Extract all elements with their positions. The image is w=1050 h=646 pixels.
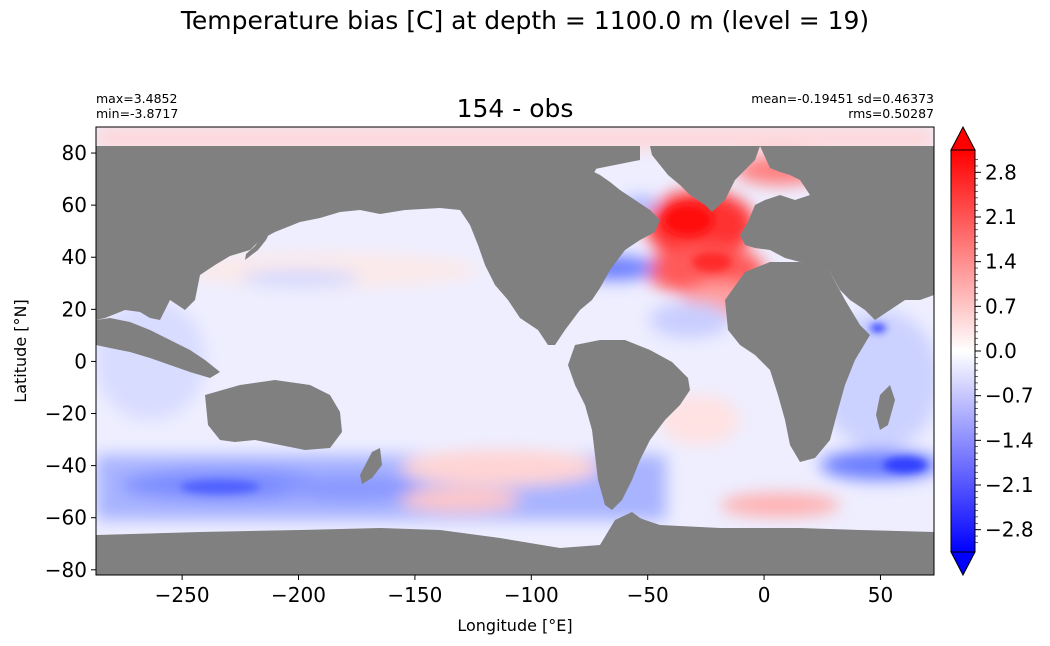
- land-japan: [245, 232, 270, 260]
- land-north-america: [405, 146, 660, 345]
- y-tick-label: −80: [45, 558, 87, 582]
- x-tick-label: −250: [155, 583, 210, 607]
- bias-patches: [96, 127, 934, 520]
- colorbar-tick-label: 0.0: [985, 339, 1017, 363]
- colorbar: −2.8 −2.1 −1.4 −0.7 0.0 0.7 1.4 2.1 2.8: [950, 125, 1034, 577]
- antarctic-circumpolar-warm: [400, 488, 520, 512]
- colorbar-extend-bottom: [950, 551, 976, 577]
- stat-max: max=3.4852: [96, 91, 178, 106]
- colorbar-tick-label: 0.7: [985, 294, 1017, 318]
- land-antarctica: [96, 515, 934, 575]
- y-tick-label: 20: [62, 297, 87, 321]
- colorbar-body: [950, 149, 976, 553]
- x-tick-label: −200: [271, 583, 326, 607]
- y-tick-label: 80: [62, 141, 87, 165]
- land-greenland: [650, 146, 760, 212]
- x-tick-label: −50: [627, 583, 669, 607]
- pacific-cold-core: [180, 480, 260, 494]
- y-tick-label: 60: [62, 193, 87, 217]
- x-tick-label: 0: [758, 583, 771, 607]
- land-masses: [96, 146, 934, 575]
- x-tick-label: −150: [387, 583, 442, 607]
- stat-min: min=-3.8717: [96, 106, 179, 121]
- x-axis-label: Longitude [°E]: [457, 616, 572, 635]
- axes-frame: [95, 126, 935, 576]
- south-indian-warm: [720, 493, 840, 517]
- land-africa: [725, 262, 870, 462]
- land-eurasia-east: [740, 146, 934, 320]
- south-atlantic-warm: [660, 395, 740, 445]
- tropical-atlantic-cold: [650, 302, 730, 338]
- irminger-hot-core: [663, 204, 713, 236]
- y-tick-label: 0: [74, 349, 87, 373]
- y-tick-label: −20: [45, 402, 87, 426]
- colorbar-tick-label: −2.8: [985, 518, 1034, 542]
- land-australia: [205, 380, 342, 450]
- land-southeast-asia: [96, 318, 220, 378]
- x-tick-label: 50: [868, 583, 893, 607]
- tasman-cold-core: [280, 474, 420, 502]
- stats-right: mean=-0.19451 sd=0.46373 rms=0.50287: [751, 91, 934, 121]
- arctic-warm-band: [96, 127, 934, 149]
- north-pacific-cold: [240, 270, 360, 286]
- colorbar-tick-label: −2.1: [985, 473, 1034, 497]
- y-tick-label: −40: [45, 454, 87, 478]
- colorbar-tick-label: 2.8: [985, 160, 1017, 184]
- stat-mean-sd: mean=-0.19451 sd=0.46373: [751, 91, 934, 106]
- indian-cold-core: [883, 457, 927, 473]
- colorbar-tick-label: −1.4: [985, 428, 1034, 452]
- colorbar-tick-label: 2.1: [985, 205, 1017, 229]
- y-axis-label: Latitude [°N]: [11, 299, 30, 402]
- land-antarctic-peninsula: [600, 512, 640, 545]
- land-new-zealand: [360, 448, 382, 484]
- colorbar-tick-label: −0.7: [985, 384, 1034, 408]
- x-ticks: −250 −200 −150 −100 −50 0 50: [155, 575, 893, 607]
- x-tick-label: −100: [504, 583, 559, 607]
- land-south-america: [568, 340, 690, 510]
- colorbar-ticks: −2.8 −2.1 −1.4 −0.7 0.0 0.7 1.4 2.1 2.8: [975, 159, 1034, 543]
- figure-suptitle: Temperature bias [C] at depth = 1100.0 m…: [180, 6, 870, 35]
- stat-rms: rms=0.50287: [848, 106, 934, 121]
- y-tick-label: 40: [62, 245, 87, 269]
- y-ticks: −80 −60 −40 −20 0 20 40 60 80: [45, 141, 96, 582]
- iberian-hot-core: [692, 252, 732, 272]
- colorbar-tick-label: 1.4: [985, 250, 1017, 274]
- arabian-cold-core: [870, 324, 886, 332]
- south-pacific-warm: [400, 450, 600, 486]
- map-plot-area: [96, 127, 934, 575]
- land-madagascar: [876, 385, 895, 430]
- colorbar-extend-top: [950, 125, 976, 151]
- stats-left: max=3.4852 min=-3.8717: [96, 91, 178, 121]
- axes-title: 154 - obs: [456, 94, 574, 123]
- y-tick-label: −60: [45, 506, 87, 530]
